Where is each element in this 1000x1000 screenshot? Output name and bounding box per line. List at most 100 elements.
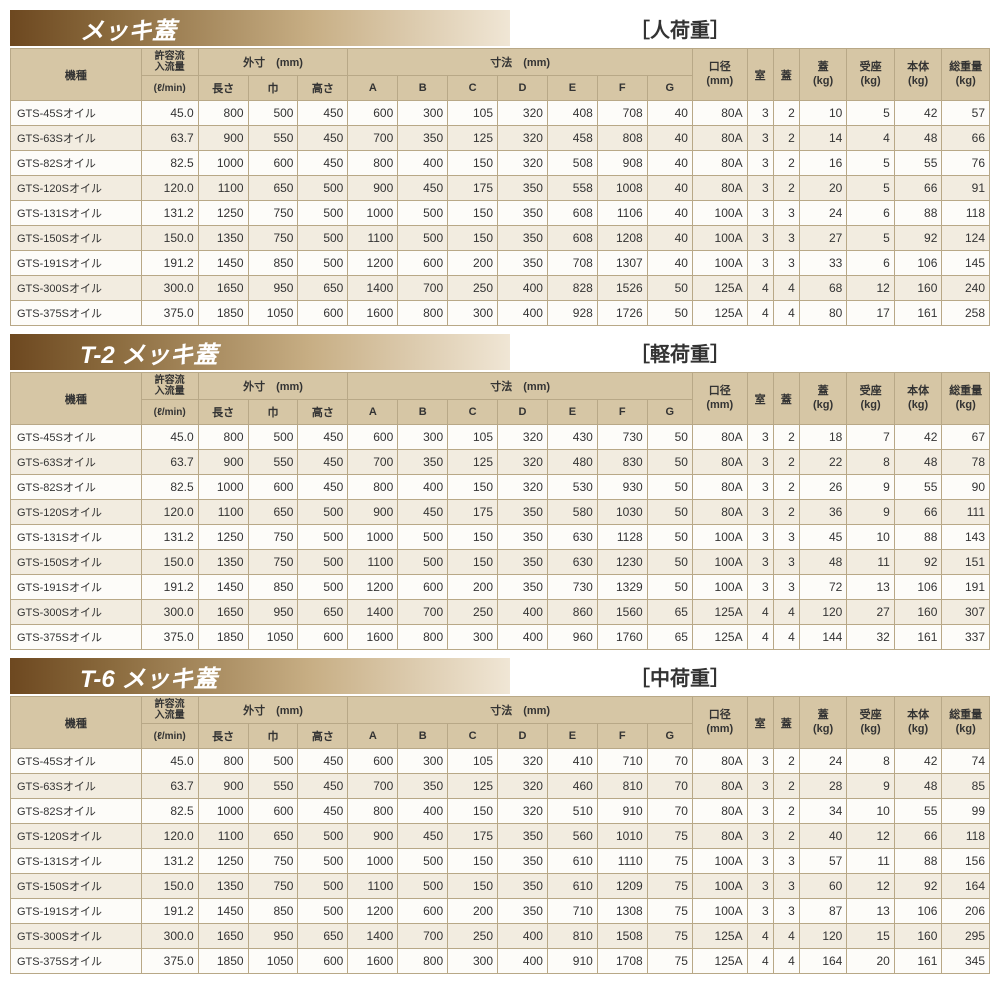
cell-model: GTS-191Sオイル [11,251,142,276]
cell-D: 400 [498,301,548,326]
cell-C: 175 [448,176,498,201]
cell-B: 800 [398,625,448,650]
cell-hgt: 500 [298,226,348,251]
cell-B: 700 [398,276,448,301]
cell-len: 1000 [198,799,248,824]
cell-C: 125 [448,774,498,799]
hdr-totalw: 総重量(kg) [942,697,990,749]
cell-F: 1106 [597,201,647,226]
cell-dia: 80A [692,824,747,849]
cell-room: 3 [747,774,773,799]
cell-seatw: 17 [847,301,895,326]
cell-wid: 750 [248,226,298,251]
cell-bodyw: 88 [894,201,942,226]
hdr-height: 高さ [298,724,348,749]
cell-dia: 80A [692,799,747,824]
cell-lid: 4 [773,301,799,326]
cell-B: 600 [398,899,448,924]
cell-wid: 550 [248,774,298,799]
cell-model: GTS-63Sオイル [11,774,142,799]
cell-seatw: 8 [847,749,895,774]
cell-model: GTS-150Sオイル [11,550,142,575]
cell-seatw: 9 [847,500,895,525]
cell-B: 700 [398,924,448,949]
cell-model: GTS-375Sオイル [11,301,142,326]
cell-wid: 950 [248,600,298,625]
cell-lid: 3 [773,201,799,226]
cell-seatw: 20 [847,949,895,974]
cell-totalw: 74 [942,749,990,774]
cell-A: 700 [348,774,398,799]
cell-D: 320 [498,749,548,774]
cell-hgt: 450 [298,475,348,500]
cell-F: 1307 [597,251,647,276]
cell-bodyw: 161 [894,301,942,326]
cell-flow: 45.0 [141,425,198,450]
cell-seatw: 12 [847,874,895,899]
table-row: GTS-150Sオイル 150.0 1350 750 500 1100 500 … [11,550,990,575]
cell-B: 400 [398,151,448,176]
cell-D: 320 [498,475,548,500]
table-row: GTS-375Sオイル 375.0 1850 1050 600 1600 800… [11,625,990,650]
cell-flow: 375.0 [141,625,198,650]
cell-C: 200 [448,899,498,924]
cell-D: 350 [498,201,548,226]
cell-lid: 3 [773,899,799,924]
cell-dia: 100A [692,899,747,924]
cell-seatw: 11 [847,550,895,575]
cell-room: 4 [747,949,773,974]
cell-E: 710 [547,899,597,924]
cell-D: 350 [498,874,548,899]
cell-seatw: 27 [847,600,895,625]
cell-lidw: 87 [799,899,847,924]
cell-E: 960 [547,625,597,650]
cell-B: 300 [398,749,448,774]
hdr-length: 長さ [198,400,248,425]
cell-wid: 750 [248,525,298,550]
cell-totalw: 57 [942,101,990,126]
cell-lid: 2 [773,101,799,126]
cell-D: 320 [498,101,548,126]
cell-flow: 120.0 [141,500,198,525]
cell-A: 1400 [348,276,398,301]
cell-D: 350 [498,525,548,550]
cell-dia: 80A [692,774,747,799]
hdr-lidw: 蓋(kg) [799,49,847,101]
cell-len: 1250 [198,525,248,550]
table-row: GTS-300Sオイル 300.0 1650 950 650 1400 700 … [11,600,990,625]
cell-E: 810 [547,924,597,949]
section-title: T-2 メッキ蓋 [80,335,217,370]
cell-G: 75 [647,874,692,899]
cell-B: 500 [398,226,448,251]
cell-E: 510 [547,799,597,824]
cell-room: 4 [747,301,773,326]
cell-lid: 3 [773,525,799,550]
cell-len: 1350 [198,550,248,575]
cell-F: 910 [597,799,647,824]
cell-hgt: 600 [298,301,348,326]
spec-table: 機種 許容流入流量 外寸 (mm) 寸法 (mm) 口径(mm) 室 蓋 蓋(k… [10,696,990,974]
cell-bodyw: 42 [894,749,942,774]
cell-dia: 100A [692,525,747,550]
cell-B: 600 [398,251,448,276]
cell-room: 3 [747,151,773,176]
cell-totalw: 337 [942,625,990,650]
cell-lidw: 28 [799,774,847,799]
table-row: GTS-150Sオイル 150.0 1350 750 500 1100 500 … [11,874,990,899]
cell-B: 300 [398,425,448,450]
cell-len: 1650 [198,276,248,301]
cell-D: 320 [498,425,548,450]
cell-room: 3 [747,874,773,899]
cell-A: 1200 [348,899,398,924]
cell-seatw: 11 [847,849,895,874]
cell-seatw: 9 [847,774,895,799]
cell-lidw: 16 [799,151,847,176]
cell-B: 450 [398,176,448,201]
cell-wid: 550 [248,126,298,151]
cell-room: 4 [747,924,773,949]
cell-F: 908 [597,151,647,176]
cell-F: 1726 [597,301,647,326]
cell-lid: 3 [773,874,799,899]
cell-len: 1850 [198,301,248,326]
cell-hgt: 650 [298,600,348,625]
